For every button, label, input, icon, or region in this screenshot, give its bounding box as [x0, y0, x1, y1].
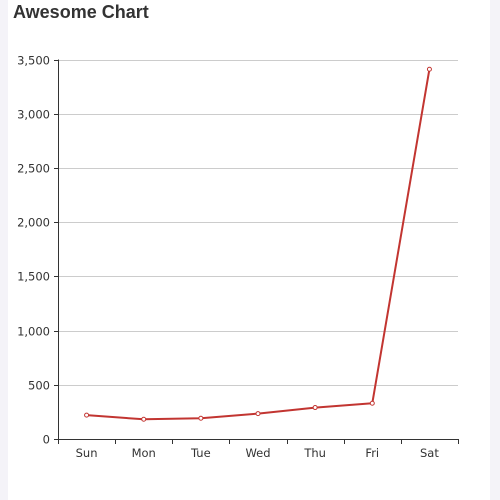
x-tick-label: Wed — [245, 446, 270, 460]
x-tick-label: Sat — [420, 446, 439, 460]
y-tick-label: 1,000 — [17, 325, 50, 339]
x-tick-label: Tue — [190, 446, 211, 460]
data-point — [141, 416, 147, 422]
x-tick-label: Thu — [303, 446, 326, 460]
series-layer — [84, 66, 432, 422]
x-tick-label: Mon — [132, 446, 156, 460]
data-point — [312, 405, 318, 411]
y-tick-label: 2,500 — [17, 162, 50, 176]
y-tick-label: 500 — [28, 379, 50, 393]
y-tick-label: 1,500 — [17, 270, 50, 284]
y-tick-label: 2,000 — [17, 216, 50, 230]
data-point — [426, 66, 432, 72]
data-point — [369, 400, 375, 406]
axes — [54, 59, 459, 444]
x-tick-label: Sun — [76, 446, 98, 460]
x-tick-label: Fri — [365, 446, 379, 460]
x-axis-tick-labels: Sun Mon Tue Wed Thu Fri Sat — [76, 446, 440, 460]
y-tick-label: 3,000 — [17, 108, 50, 122]
chart-title: Awesome Chart — [13, 2, 149, 22]
grid-lines — [58, 60, 458, 386]
y-tick-label: 3,500 — [17, 54, 50, 68]
data-point — [198, 415, 204, 421]
y-axis-tick-labels: 0 500 1,000 1,500 2,000 2,500 3,000 3,500 — [17, 54, 50, 447]
data-point — [84, 412, 90, 418]
data-point — [255, 411, 261, 417]
series-line — [86, 69, 431, 421]
y-tick-label: 0 — [43, 433, 50, 447]
